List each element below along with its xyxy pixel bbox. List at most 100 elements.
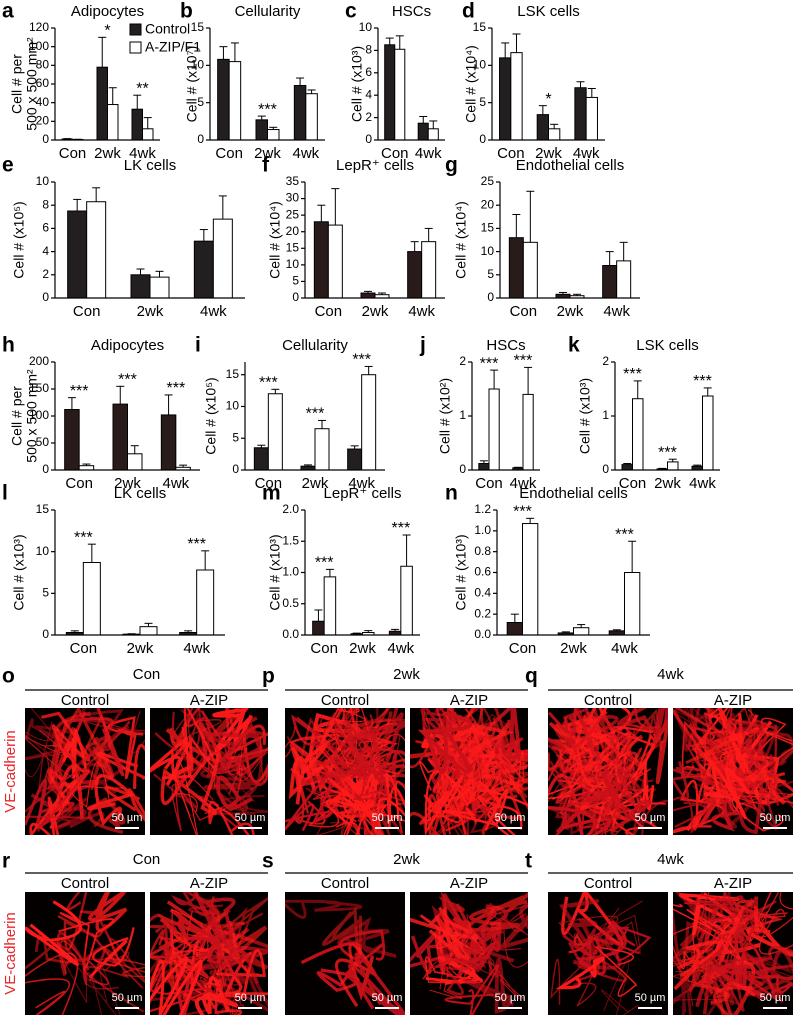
vessel bbox=[454, 714, 512, 780]
y-tick-label: 0.4 bbox=[474, 586, 491, 600]
panel-letter: e bbox=[2, 154, 14, 177]
vessel bbox=[590, 757, 636, 835]
bar bbox=[305, 93, 318, 141]
image-label: A-ZIP bbox=[190, 692, 228, 709]
vessel bbox=[219, 947, 253, 995]
x-tick-label: 4wk bbox=[387, 640, 414, 657]
x-tick-label: Con bbox=[510, 303, 538, 320]
bar bbox=[130, 274, 151, 299]
x-tick-label: Con bbox=[497, 145, 525, 162]
y-tick-label: 20 bbox=[286, 224, 300, 238]
panel-title: 4wk bbox=[657, 851, 684, 868]
vessel bbox=[590, 734, 640, 782]
y-tick-label: 40 bbox=[36, 95, 50, 109]
x-tick-label: 2wk bbox=[557, 303, 584, 320]
bar bbox=[313, 221, 329, 299]
image-label: A-ZIP bbox=[714, 692, 752, 709]
micrograph: 50 µm bbox=[25, 708, 145, 835]
y-tick-label: 25 bbox=[481, 174, 495, 188]
vessel bbox=[735, 767, 763, 835]
significance: ** bbox=[136, 80, 148, 97]
legend-swatch bbox=[129, 23, 142, 36]
chart-title: HSCs bbox=[486, 337, 525, 354]
bar bbox=[139, 626, 158, 636]
panel-letter: f bbox=[262, 154, 270, 177]
vessel bbox=[749, 892, 793, 943]
x-tick-label: 2wk bbox=[362, 303, 389, 320]
x-tick-label: 4wk bbox=[510, 475, 537, 492]
significance: *** bbox=[118, 372, 137, 389]
y-axis-label: Cell # (x10³) bbox=[577, 378, 593, 454]
stain-label: VE-cadherin bbox=[2, 912, 19, 995]
y-axis-label: Cell # per bbox=[9, 386, 25, 446]
scale-bar-label: 50 µm bbox=[235, 812, 266, 824]
vessel bbox=[208, 800, 255, 835]
scale-bar-label: 50 µm bbox=[372, 992, 403, 1004]
vessel bbox=[83, 937, 145, 1013]
bar bbox=[293, 84, 307, 141]
panel-letter: n bbox=[445, 482, 458, 505]
vessel bbox=[193, 892, 236, 948]
vessel bbox=[150, 956, 203, 1015]
y-tick-label: 5 bbox=[232, 430, 239, 444]
y-axis-label: 500 x 500 mm² bbox=[24, 369, 40, 463]
y-tick-label: 4 bbox=[365, 87, 372, 101]
bar bbox=[506, 622, 524, 636]
significance: *** bbox=[74, 529, 93, 546]
x-tick-label: Con bbox=[315, 303, 343, 320]
y-tick-label: 120 bbox=[29, 20, 49, 34]
vessel bbox=[347, 952, 405, 1015]
bar bbox=[632, 398, 644, 471]
vessel bbox=[417, 711, 473, 774]
significance: *** bbox=[166, 380, 185, 397]
panel-letter: c bbox=[345, 0, 357, 23]
micrograph: 50 µm bbox=[285, 892, 405, 1015]
bar bbox=[228, 61, 242, 141]
x-tick-label: Con bbox=[70, 640, 98, 657]
y-tick-label: 0 bbox=[232, 462, 239, 476]
bar bbox=[574, 87, 587, 141]
bar bbox=[361, 374, 377, 471]
y-tick-label: 15 bbox=[191, 20, 205, 34]
vessel bbox=[490, 918, 528, 968]
y-tick-label: 0 bbox=[487, 290, 494, 304]
vessel bbox=[712, 716, 751, 770]
y-axis-label: Cell # (x10³) bbox=[453, 534, 469, 610]
bar bbox=[253, 447, 269, 471]
vessel bbox=[299, 755, 357, 786]
y-tick-label: 8 bbox=[365, 43, 372, 57]
image-label: A-ZIP bbox=[450, 875, 488, 892]
y-tick-label: 15 bbox=[481, 221, 495, 235]
panel-letter: d bbox=[462, 0, 475, 23]
y-tick-label: 6 bbox=[365, 65, 372, 79]
chart-title: LK cells bbox=[114, 485, 167, 502]
x-tick-label: 4wk bbox=[689, 475, 716, 492]
significance: *** bbox=[391, 520, 410, 537]
bar bbox=[702, 395, 714, 471]
x-tick-label: Con bbox=[310, 640, 338, 657]
y-tick-label: 30 bbox=[286, 191, 300, 205]
vessel bbox=[177, 920, 223, 964]
bar bbox=[499, 57, 512, 141]
x-tick-label: Con bbox=[215, 145, 243, 162]
image-label: Control bbox=[584, 875, 632, 892]
vessel bbox=[57, 892, 96, 951]
vessel bbox=[601, 958, 639, 1015]
vessel bbox=[555, 956, 605, 990]
chart-title: Cellularity bbox=[235, 3, 301, 20]
panel-letter: a bbox=[2, 0, 14, 23]
vessel bbox=[685, 736, 744, 767]
y-tick-label: 0 bbox=[459, 462, 466, 476]
vessel bbox=[150, 914, 177, 956]
vessel bbox=[202, 722, 263, 764]
bar bbox=[323, 576, 337, 636]
significance: *** bbox=[693, 373, 712, 390]
vessel bbox=[718, 896, 760, 965]
vessel bbox=[423, 791, 467, 835]
vessel bbox=[460, 747, 505, 808]
y-tick-label: 100 bbox=[29, 408, 49, 422]
panel-title: Con bbox=[133, 851, 161, 868]
y-tick-label: 5 bbox=[292, 274, 299, 288]
vessel bbox=[673, 955, 729, 991]
vessel bbox=[432, 952, 470, 996]
